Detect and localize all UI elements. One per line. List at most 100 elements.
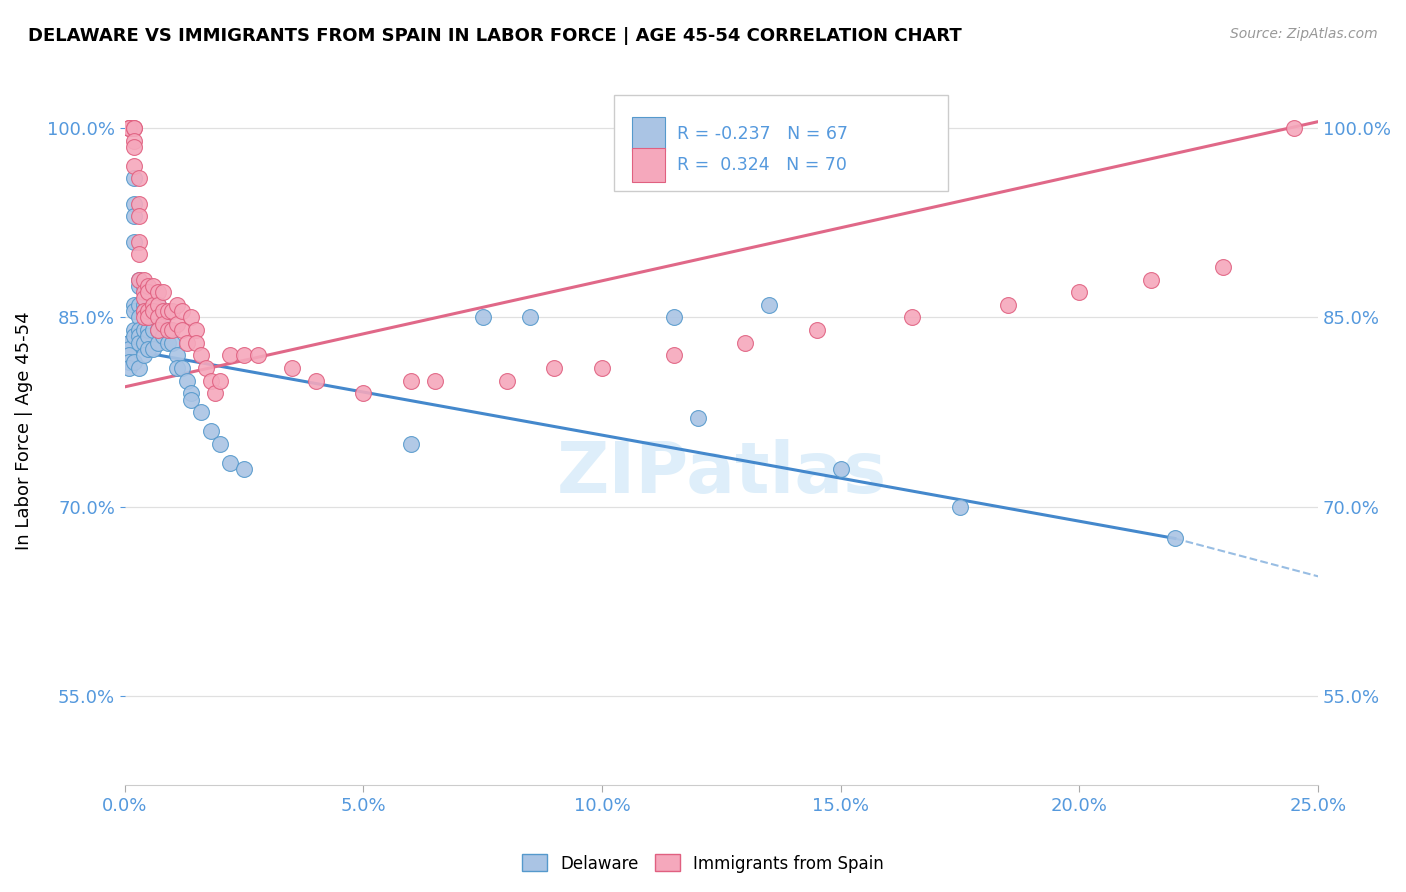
Point xyxy=(122,298,145,312)
Point xyxy=(142,304,165,318)
Point xyxy=(122,134,145,148)
Text: R = -0.237   N = 67: R = -0.237 N = 67 xyxy=(678,125,848,143)
Point xyxy=(166,317,188,331)
Point xyxy=(122,196,145,211)
Point xyxy=(194,360,217,375)
Point xyxy=(122,120,145,135)
Point xyxy=(734,335,756,350)
Point xyxy=(806,323,828,337)
Point xyxy=(132,335,155,350)
Point xyxy=(128,247,150,261)
Point xyxy=(304,374,326,388)
Point xyxy=(1212,260,1234,274)
Point xyxy=(138,310,160,325)
Point xyxy=(176,335,198,350)
Point xyxy=(122,159,145,173)
Point xyxy=(128,235,150,249)
Point xyxy=(128,272,150,286)
Point xyxy=(138,278,160,293)
Point xyxy=(122,235,145,249)
Point xyxy=(190,405,212,419)
Point xyxy=(247,348,270,362)
Point xyxy=(146,323,169,337)
Point xyxy=(128,298,150,312)
Point xyxy=(118,354,141,368)
Point xyxy=(170,304,193,318)
Point xyxy=(190,348,212,362)
Point xyxy=(142,298,165,312)
Point xyxy=(1069,285,1091,300)
Point xyxy=(209,374,232,388)
Point xyxy=(152,317,174,331)
Point xyxy=(122,354,145,368)
FancyBboxPatch shape xyxy=(614,95,948,191)
Point xyxy=(233,348,256,362)
Point xyxy=(138,304,160,318)
Point xyxy=(186,323,208,337)
Point xyxy=(146,323,169,337)
Point xyxy=(138,342,160,356)
Point xyxy=(138,304,160,318)
Point xyxy=(122,329,145,343)
Point xyxy=(166,298,188,312)
Point xyxy=(128,329,150,343)
Point xyxy=(122,171,145,186)
Point xyxy=(591,360,613,375)
FancyBboxPatch shape xyxy=(631,148,665,182)
Point xyxy=(146,298,169,312)
FancyBboxPatch shape xyxy=(631,117,665,151)
Point xyxy=(1140,272,1163,286)
Point xyxy=(218,456,240,470)
Point xyxy=(132,285,155,300)
Point xyxy=(142,278,165,293)
Point xyxy=(132,323,155,337)
Point xyxy=(146,285,169,300)
Point xyxy=(949,500,972,514)
Point xyxy=(176,374,198,388)
Point xyxy=(138,329,160,343)
Point xyxy=(122,304,145,318)
Point xyxy=(142,323,165,337)
Point xyxy=(662,348,685,362)
Point xyxy=(495,374,517,388)
Point xyxy=(118,120,141,135)
Point xyxy=(132,278,155,293)
Point xyxy=(118,335,141,350)
Point xyxy=(152,285,174,300)
Point xyxy=(758,298,780,312)
Point xyxy=(204,386,226,401)
Point xyxy=(1284,120,1306,135)
Point xyxy=(152,329,174,343)
Point xyxy=(156,323,179,337)
Point xyxy=(128,278,150,293)
Point xyxy=(399,436,422,450)
Point xyxy=(471,310,494,325)
Point xyxy=(156,304,179,318)
Point xyxy=(170,360,193,375)
Point xyxy=(186,335,208,350)
Point xyxy=(166,348,188,362)
Point xyxy=(156,335,179,350)
Point xyxy=(122,140,145,154)
Point xyxy=(118,348,141,362)
Point xyxy=(997,298,1019,312)
Point xyxy=(543,360,565,375)
Point xyxy=(122,210,145,224)
Point xyxy=(180,310,202,325)
Point xyxy=(142,342,165,356)
Point xyxy=(128,210,150,224)
Point xyxy=(399,374,422,388)
Point xyxy=(901,310,924,325)
Point xyxy=(146,335,169,350)
Point xyxy=(218,348,240,362)
Point xyxy=(519,310,541,325)
Point xyxy=(162,304,184,318)
Point xyxy=(118,360,141,375)
Point xyxy=(142,310,165,325)
Point xyxy=(132,310,155,325)
Point xyxy=(830,462,852,476)
Point xyxy=(122,120,145,135)
Point xyxy=(128,196,150,211)
Text: R =  0.324   N = 70: R = 0.324 N = 70 xyxy=(678,156,846,174)
Point xyxy=(156,323,179,337)
